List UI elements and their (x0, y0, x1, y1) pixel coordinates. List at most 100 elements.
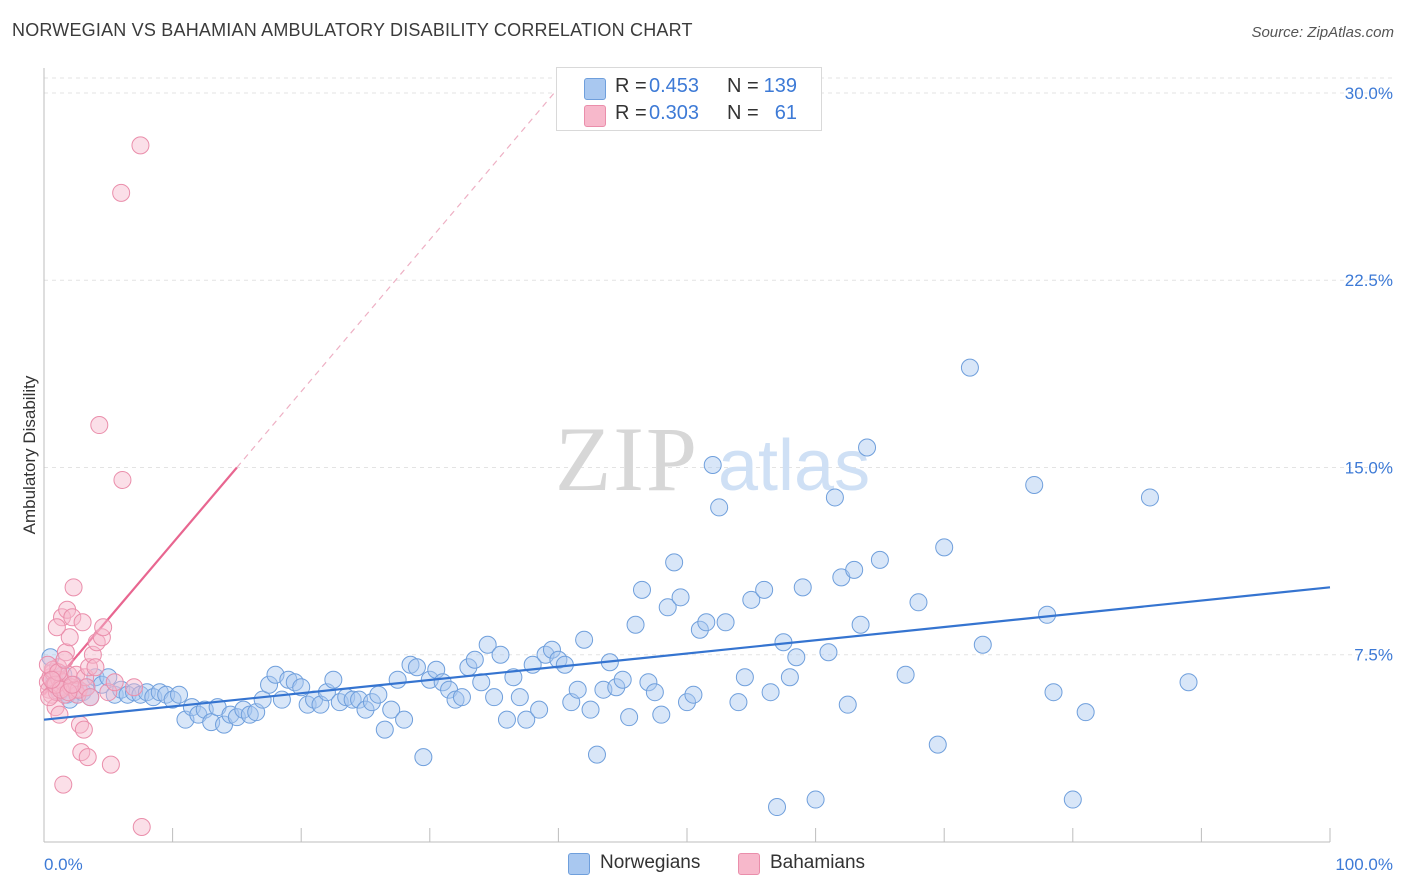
norwegian-point (491, 645, 510, 664)
bahamian-point (105, 673, 124, 692)
norwegian-point (896, 665, 915, 684)
norwegian-point (395, 710, 414, 729)
legend-swatch-pink (738, 853, 760, 875)
y-tick-label: 15.0% (1345, 458, 1393, 477)
norwegian-point (1076, 703, 1095, 722)
norwegian-point (530, 700, 549, 719)
bahamian-point (94, 618, 113, 637)
grid-lines (44, 77, 1392, 656)
norwegian-point (343, 690, 362, 709)
norwegian-point (324, 670, 343, 689)
norwegian-point (735, 668, 754, 687)
norwegian-point (375, 720, 394, 739)
norwegian-point (665, 553, 684, 572)
norwegian-point (626, 615, 645, 634)
legend-n-label: N = (727, 102, 759, 124)
norwegian-point (1025, 475, 1044, 494)
norwegian-point (845, 560, 864, 579)
watermark-atlas: atlas (718, 426, 870, 506)
norwegian-point (478, 635, 497, 654)
bahamian-point (54, 775, 73, 794)
norwegian-point (652, 705, 671, 724)
norwegian-point (703, 455, 722, 474)
legend-swatch-pink (584, 105, 606, 127)
legend-label-bahamians: Bahamians (770, 852, 866, 873)
legend-n-value: 61 (774, 102, 797, 124)
norwegian-point (710, 498, 729, 517)
bahamians-trendline (43, 87, 559, 696)
bahamian-point (63, 608, 82, 627)
norwegians-trendline (43, 586, 1331, 721)
norwegian-point (388, 670, 407, 689)
norwegian-point (761, 683, 780, 702)
bahamian-point (78, 748, 97, 767)
norwegian-point (607, 678, 626, 697)
legend-r-label: R = (615, 102, 647, 124)
bahamian-point (131, 136, 150, 155)
norwegian-point (170, 685, 189, 704)
norwegian-point (928, 735, 947, 754)
norwegian-point (639, 673, 658, 692)
bahamian-point (56, 643, 75, 662)
norwegian-point (825, 488, 844, 507)
bahamian-point (101, 755, 120, 774)
bahamian-point (60, 628, 79, 647)
norwegian-point (716, 613, 735, 632)
norwegian-point (485, 688, 504, 707)
bahamian-point (99, 683, 118, 702)
bahamian-point (125, 678, 144, 697)
bahamian-point (74, 720, 93, 739)
norwegian-point (793, 578, 812, 597)
norwegian-point (581, 700, 600, 719)
norwegians-points (41, 358, 1198, 817)
stats-legend: R = 0.453 N = 139 R = 0.303 N = 61 (556, 67, 822, 131)
bahamian-point (73, 613, 92, 632)
norwegian-point (935, 538, 954, 557)
axes (43, 68, 1331, 843)
bahamian-point (92, 628, 111, 647)
norwegian-point (510, 688, 529, 707)
norwegian-point (960, 358, 979, 377)
bahamian-point (87, 633, 106, 652)
norwegian-point (253, 690, 272, 709)
legend-r-value: 0.453 (649, 75, 700, 97)
norwegian-point (362, 693, 381, 712)
legend-n-label: N = (727, 75, 759, 97)
norwegian-point (690, 620, 709, 639)
y-tick-label: 7.5% (1354, 646, 1393, 665)
bahamians-trendline-solid (43, 466, 238, 696)
x-tick-label: 0.0% (44, 855, 83, 874)
norwegian-point (369, 685, 388, 704)
watermark: ZIP atlas (555, 408, 870, 510)
norwegian-point (755, 580, 774, 599)
norwegian-point (575, 630, 594, 649)
bahamians-points (38, 136, 151, 837)
norwegian-point (851, 615, 870, 634)
source-label: Source: ZipAtlas.com (1251, 24, 1394, 41)
legend-swatch-blue (568, 853, 590, 875)
norwegian-point (1179, 673, 1198, 692)
norwegian-point (838, 695, 857, 714)
norwegian-point (1063, 790, 1082, 809)
norwegian-point (260, 675, 279, 694)
bahamian-point (90, 416, 109, 435)
bahamian-point (113, 470, 132, 489)
norwegian-point (620, 708, 639, 727)
norwegian-point (671, 588, 690, 607)
norwegian-point (645, 683, 664, 702)
norwegian-point (382, 700, 401, 719)
y-axis-label: Ambulatory Disability (20, 375, 39, 534)
legend-label-norwegians: Norwegians (600, 852, 701, 873)
bahamian-point (63, 675, 82, 694)
bahamian-point (55, 650, 74, 669)
bahamian-point (64, 578, 83, 597)
bahamian-point (81, 688, 100, 707)
legend-r-value: 0.303 (649, 102, 700, 124)
norwegian-point (452, 688, 471, 707)
legend-swatch-blue (584, 78, 606, 100)
norwegian-point (684, 685, 703, 704)
bahamian-point (42, 670, 61, 689)
norwegian-point (407, 658, 426, 677)
norwegian-point (819, 643, 838, 662)
